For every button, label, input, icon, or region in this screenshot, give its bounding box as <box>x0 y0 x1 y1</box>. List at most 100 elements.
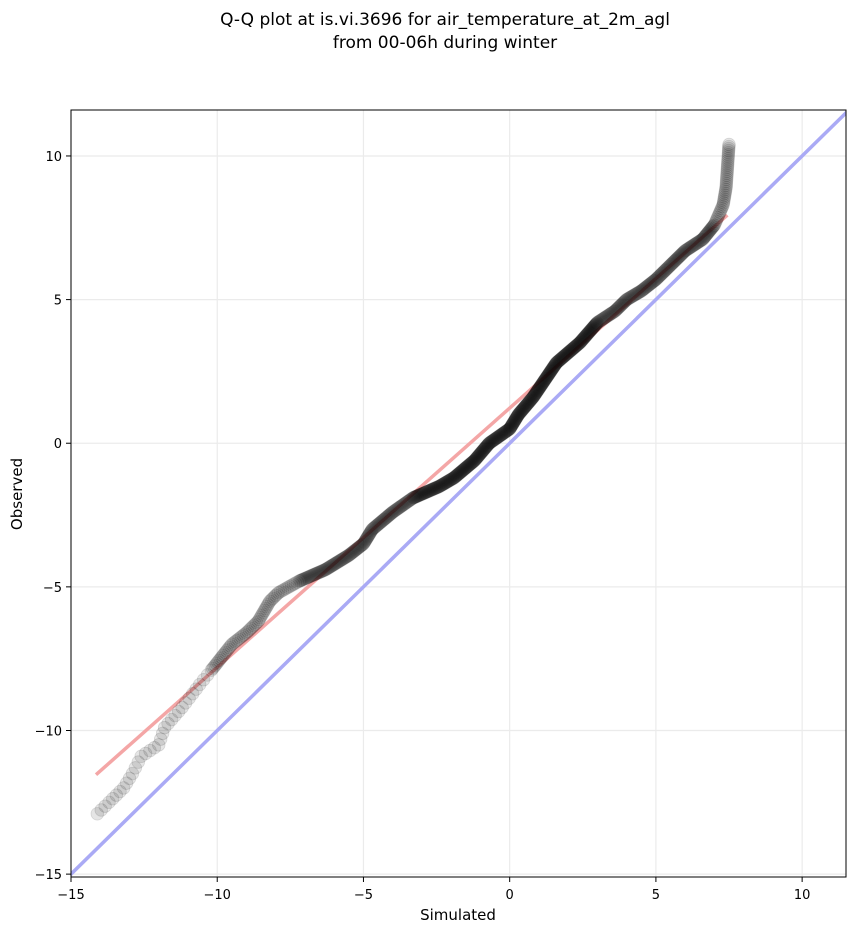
data-point <box>717 192 731 206</box>
data-point <box>437 476 452 491</box>
data-point <box>686 238 701 253</box>
data-point <box>367 521 381 535</box>
data-point <box>262 596 276 610</box>
data-point <box>612 299 627 314</box>
data-point <box>504 419 519 433</box>
data-point <box>501 423 515 437</box>
data-point <box>544 363 559 377</box>
data-point <box>721 154 735 168</box>
data-point <box>553 352 567 367</box>
data-point <box>488 432 502 446</box>
data-point <box>502 422 516 436</box>
data-point <box>567 341 581 355</box>
data-point <box>523 394 537 408</box>
data-point <box>561 346 575 360</box>
data-point <box>523 393 537 408</box>
data-point <box>321 561 335 575</box>
data-point <box>307 567 322 582</box>
data-point <box>529 386 543 400</box>
data-point <box>305 568 319 583</box>
plot-frame <box>70 109 847 878</box>
data-point <box>580 327 594 342</box>
data-point <box>520 397 535 411</box>
data-point <box>473 447 487 462</box>
data-point <box>510 410 524 424</box>
data-point <box>399 496 413 510</box>
data-point <box>486 433 501 447</box>
data-point <box>576 332 590 347</box>
data-point <box>310 566 325 580</box>
data-point <box>200 668 215 682</box>
data-point <box>335 552 349 566</box>
data-point <box>563 344 577 358</box>
data-point <box>380 510 394 524</box>
data-point <box>450 468 464 483</box>
data-point <box>484 435 498 449</box>
data-point <box>455 464 469 478</box>
data-point <box>716 196 731 210</box>
data-point <box>717 194 731 208</box>
data-point <box>253 610 267 625</box>
data-point <box>510 409 525 424</box>
data-point <box>504 419 518 434</box>
data-point <box>462 457 477 472</box>
data-point <box>645 275 660 289</box>
data-point <box>711 209 726 223</box>
data-point <box>715 199 730 214</box>
data-point <box>281 580 295 595</box>
data-point <box>664 257 678 272</box>
data-point <box>457 462 472 476</box>
y-tick-label: 10 <box>45 150 62 165</box>
data-point <box>385 506 399 520</box>
data-point <box>125 766 140 781</box>
data-point <box>530 384 544 399</box>
data-point <box>171 704 186 719</box>
data-point <box>510 409 525 423</box>
data-point <box>457 462 471 477</box>
data-point <box>494 428 508 442</box>
data-point <box>575 333 589 348</box>
data-point <box>518 399 533 413</box>
data-point <box>306 568 320 582</box>
data-point <box>542 366 556 381</box>
data-point <box>109 788 124 802</box>
data-point <box>301 570 315 584</box>
data-point <box>652 269 666 284</box>
data-point <box>270 587 284 601</box>
data-point <box>703 223 717 237</box>
data-point <box>526 389 541 404</box>
data-point <box>513 405 528 419</box>
data-point <box>153 732 168 746</box>
data-point <box>718 186 732 201</box>
data-point <box>244 621 258 636</box>
data-point <box>496 426 511 440</box>
data-point <box>648 273 662 287</box>
data-point <box>559 348 573 362</box>
data-point <box>322 560 336 575</box>
data-point <box>531 382 546 397</box>
data-point <box>675 247 689 261</box>
data-point <box>415 486 430 501</box>
axis-ticks: −15 −10 −5 0 5 10 −15 −10 −5 0 5 10 <box>35 150 811 903</box>
data-point <box>657 264 671 279</box>
data-point <box>482 436 496 450</box>
data-point <box>676 246 690 260</box>
data-point <box>423 483 437 498</box>
data-point <box>487 433 501 447</box>
data-point <box>204 663 219 677</box>
data-point <box>672 250 686 264</box>
data-point <box>674 247 688 262</box>
data-point <box>708 216 722 230</box>
data-point <box>500 423 514 438</box>
data-point <box>234 629 249 644</box>
data-point <box>486 433 500 448</box>
data-point <box>638 281 652 295</box>
data-point <box>355 537 370 552</box>
data-point <box>122 771 137 786</box>
data-point <box>576 332 590 346</box>
data-point <box>102 795 116 810</box>
data-point <box>527 388 541 403</box>
data-point <box>428 481 442 496</box>
data-point <box>421 484 436 498</box>
data-point <box>427 481 441 496</box>
